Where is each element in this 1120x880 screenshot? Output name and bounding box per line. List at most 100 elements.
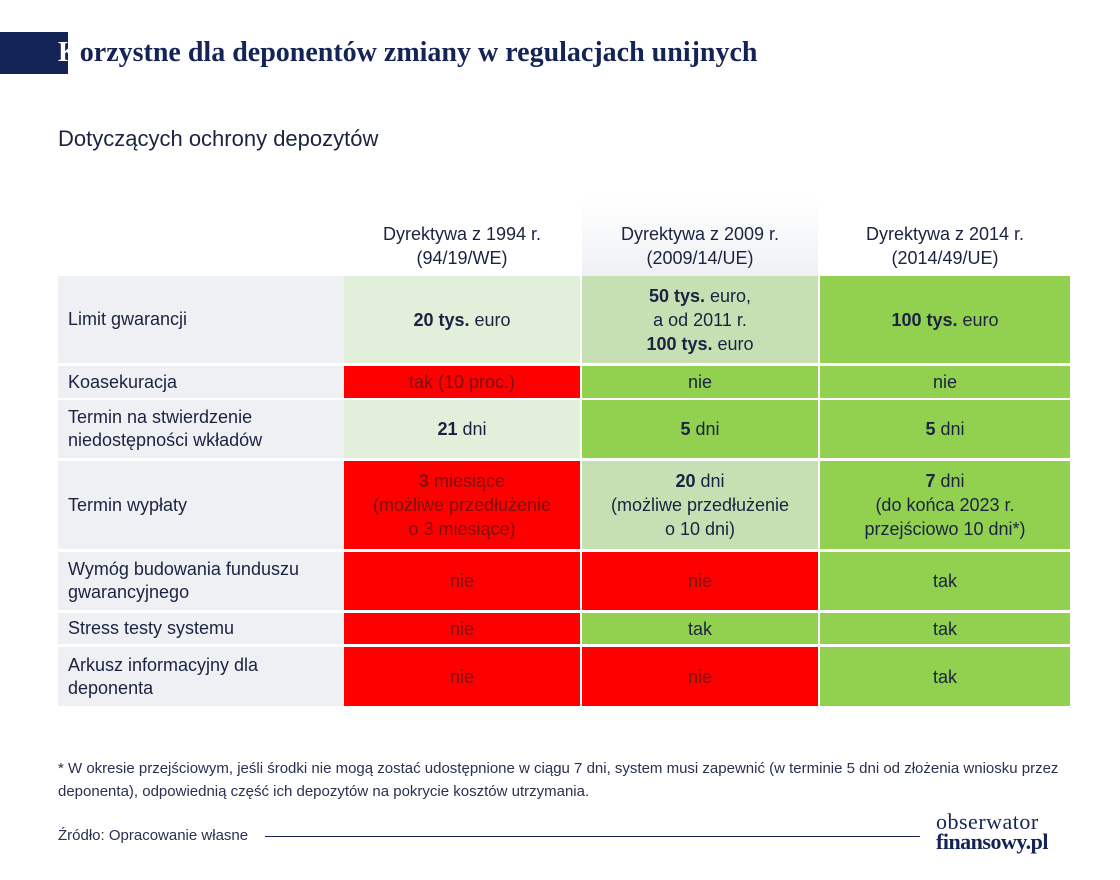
cell-koasekuracja-2009: nie: [582, 366, 818, 398]
cell-limit-2014: 100 tys. euro: [820, 276, 1070, 363]
cell-line: (do końca 2023 r.: [864, 493, 1025, 517]
cell-text: nie: [449, 666, 475, 687]
source-note: Źródło: Opracowanie własne: [58, 827, 249, 844]
row-label-limit-gwarancji: Limit gwarancji: [68, 309, 188, 329]
cell-text: euro,: [705, 285, 752, 306]
cell-bold-text: 20: [675, 471, 696, 491]
cell-bold-text: 3: [418, 471, 429, 491]
row-background: [58, 552, 344, 610]
cell-text: dni: [690, 419, 720, 439]
cell-text: tak: [932, 571, 957, 591]
column-header-line2: (2009/14/UE): [646, 248, 754, 268]
cell-bold-text: 5: [680, 419, 691, 439]
cell-stress-1994: nie: [344, 613, 580, 644]
row-label-arkusz: Arkusz informacyjny dla deponenta: [68, 654, 259, 698]
column-header-1994: Dyrektywa z 1994 r. (94/19/WE): [344, 222, 580, 270]
cell-bold-text: 50 tys.: [648, 285, 705, 306]
cell-arkusz-1994: nie: [344, 647, 580, 706]
cell-line: 100 tys. euro: [646, 332, 753, 356]
cell-text: dni: [935, 471, 965, 491]
cell-text: nie: [687, 372, 713, 392]
cell-limit-2009: 50 tys. euro, a od 2011 r. 100 tys. euro: [582, 276, 818, 363]
row-background: [58, 461, 344, 549]
cell-bold-text: 5: [925, 419, 936, 439]
cell-text: euro: [469, 309, 511, 330]
cell-text: euro: [712, 333, 754, 354]
row-background: [58, 366, 344, 398]
title-accent-bar: [0, 32, 68, 74]
cell-line: (możliwe przedłużenie: [611, 493, 789, 517]
footnote: * W okresie przejściowym, jeśli środki n…: [58, 760, 1059, 800]
row-label-termin-stwierdzenia: Termin na stwierdzenie niedostępności wk…: [68, 407, 263, 450]
cell-koasekuracja-1994: tak (10 proc.): [344, 366, 580, 398]
cell-text: miesiące: [428, 471, 506, 491]
brand-logo: obserwator finansowy.pl: [936, 809, 1076, 853]
cell-text: tak: [932, 666, 957, 687]
cell-wyplata-1994: 3 miesiące (możliwe przedłużenie o 3 mie…: [344, 461, 580, 549]
cell-text: dni: [457, 419, 487, 439]
cell-text: tak: [687, 618, 712, 639]
cell-line: 7 dni: [864, 469, 1025, 493]
cell-line: 5 dni: [925, 417, 964, 441]
cell-bold-text: 21: [437, 419, 458, 439]
cell-text: o 10 dni): [664, 519, 736, 539]
cell-arkusz-2014: tak: [820, 647, 1070, 706]
row-label-stress-testy: Stress testy systemu: [68, 618, 235, 638]
cell-text: euro: [957, 309, 999, 330]
column-header-highlight: [582, 196, 818, 276]
cell-text: nie: [449, 618, 475, 639]
cell-line: 20 tys. euro: [413, 308, 510, 332]
cell-stwierdzenie-2014: 5 dni: [820, 400, 1070, 458]
row-background: [58, 613, 344, 644]
cell-fundusz-1994: nie: [344, 552, 580, 610]
cell-stress-2009: tak: [582, 613, 818, 644]
page-title: Korzystne dla deponentów zmiany w regula…: [58, 32, 758, 74]
cell-text: dni: [695, 471, 725, 491]
cell-text: o 3 miesiące): [408, 519, 516, 539]
cell-arkusz-2009: nie: [582, 647, 818, 706]
column-header-2009: Dyrektywa z 2009 r. (2009/14/UE): [582, 222, 818, 270]
cell-text: (do końca 2023 r.: [875, 495, 1015, 515]
cell-line: 100 tys. euro: [891, 308, 998, 332]
cell-wyplata-2009: 20 dni (możliwe przedłużenie o 10 dni): [582, 461, 818, 549]
row-label-koasekuracja: Koasekuracja: [68, 371, 178, 392]
cell-line: o 10 dni): [611, 517, 789, 541]
cell-stress-2014: tak: [820, 613, 1070, 644]
title-rest: orzystne dla deponentów zmiany w regulac…: [79, 37, 758, 68]
cell-line: 21 dni: [437, 417, 486, 441]
cell-text: dni: [935, 419, 965, 439]
title-first-letter: K: [58, 37, 80, 68]
cell-line: (możliwe przedłużenie: [373, 493, 551, 517]
cell-text: nie: [687, 571, 713, 591]
page-subtitle: Dotyczących ochrony depozytów: [58, 126, 379, 151]
cell-text: nie: [687, 666, 713, 687]
row-label-termin-wyplaty: Termin wypłaty: [68, 494, 188, 515]
cell-text: tak (10 proc.): [408, 372, 516, 392]
cell-line: o 3 miesiące): [373, 517, 551, 541]
cell-text: przejściowo 10 dni*): [864, 519, 1026, 539]
cell-bold-text: 100 tys.: [891, 309, 958, 330]
cell-wyplata-2014: 7 dni (do końca 2023 r. przejściowo 10 d…: [820, 461, 1070, 549]
row-background: [58, 647, 344, 706]
cell-text: nie: [449, 571, 475, 591]
cell-line: a od 2011 r.: [646, 308, 753, 332]
column-header-line1: Dyrektywa z 1994 r.: [382, 224, 542, 244]
cell-line: 50 tys. euro,: [646, 284, 753, 308]
source-divider: [265, 836, 920, 837]
cell-limit-1994: 20 tys. euro: [344, 276, 580, 363]
cell-text: a od 2011 r.: [653, 309, 747, 330]
cell-text: tak: [932, 618, 957, 639]
cell-text: (możliwe przedłużenie: [610, 495, 790, 515]
column-header-line2: (94/19/WE): [416, 248, 508, 268]
cell-line: 20 dni: [611, 469, 789, 493]
column-header-line1: Dyrektywa z 2014 r.: [865, 224, 1025, 244]
column-header-line1: Dyrektywa z 2009 r.: [620, 224, 780, 244]
cell-text: (możliwe przedłużenie: [372, 495, 552, 515]
cell-line: 3 miesiące: [373, 469, 551, 493]
logo-line1: obserwator: [936, 809, 1039, 834]
cell-stwierdzenie-2009: 5 dni: [582, 400, 818, 458]
column-header-2014: Dyrektywa z 2014 r. (2014/49/UE): [820, 222, 1070, 270]
row-label-wymog-funduszu: Wymóg budowania funduszu gwarancyjnego: [68, 559, 299, 602]
cell-text: nie: [932, 372, 958, 392]
column-header-line2: (2014/49/UE): [891, 248, 999, 268]
